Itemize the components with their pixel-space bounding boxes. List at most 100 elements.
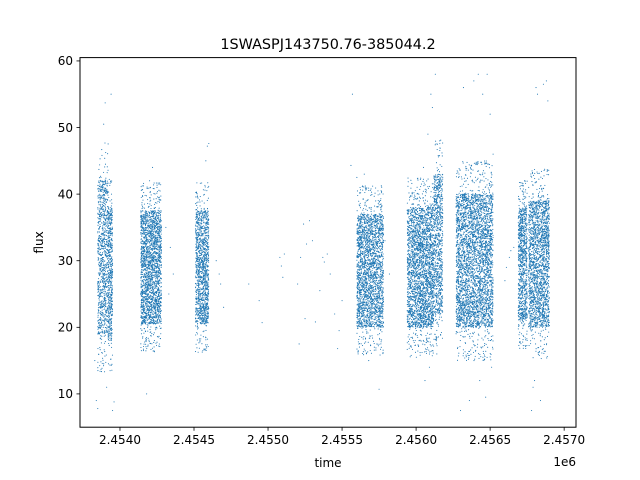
data-point [141,317,144,320]
data-point [140,196,142,198]
data-point [102,332,104,334]
data-point [105,298,107,300]
data-point [159,325,161,327]
data-point [108,178,110,180]
data-point [202,320,204,322]
data-point [197,256,199,258]
data-point [146,216,148,218]
data-point [143,237,145,239]
data-point [148,241,150,243]
data-point [148,246,150,248]
data-point [145,276,147,278]
data-point [97,307,99,309]
data-point [100,218,102,220]
data-point [102,313,104,315]
data-point [206,212,208,214]
data-point [108,262,110,264]
data-point [156,266,158,268]
data-point [100,240,103,242]
data-point [156,202,158,204]
data-point [108,315,110,317]
data-point [160,290,162,292]
data-point [108,300,110,302]
data-point [155,344,158,346]
data-point [201,316,203,319]
data-point [157,216,160,218]
data-point [157,291,159,293]
data-point [146,226,148,228]
data-point [98,286,100,288]
data-point [109,230,111,233]
data-point [160,252,162,254]
data-point [146,301,148,303]
data-point [204,271,206,273]
data-point [155,230,157,232]
data-point [150,224,152,226]
data-point [144,297,146,299]
data-point [207,296,209,298]
data-point [200,229,202,231]
data-point [196,290,198,292]
data-point [153,182,155,184]
data-point [202,291,204,293]
data-point [107,237,109,239]
data-point [109,209,111,211]
data-point [140,262,142,264]
data-point [99,265,101,267]
data-point [205,288,207,290]
data-point [108,280,110,282]
data-point [154,203,156,205]
data-point [151,295,153,297]
data-point [205,304,207,307]
data-point [145,306,147,308]
data-point [207,247,209,249]
data-point [140,287,142,289]
data-point [142,189,144,191]
data-point [200,309,202,311]
data-point [207,345,209,348]
data-point [148,261,150,263]
data-point [198,249,200,251]
data-point [202,258,204,260]
data-point [108,220,110,222]
data-point [109,255,111,257]
data-point [99,204,102,206]
data-point [109,221,111,223]
data-point [147,214,149,216]
data-point [200,299,202,301]
data-point [197,286,200,288]
data-point [194,287,197,289]
data-point [206,256,208,258]
data-point [198,342,200,344]
data-point [206,315,208,317]
data-point [144,214,147,216]
data-point [205,280,207,283]
data-point [147,211,149,213]
data-point [146,279,148,281]
data-point [153,322,155,324]
data-point [207,264,209,266]
data-point [148,253,150,255]
data-point [152,223,154,225]
data-point [106,324,108,326]
data-point [103,214,105,216]
data-point [207,218,209,220]
data-point [102,268,104,270]
data-point [197,270,199,272]
data-point [108,219,110,221]
data-point [110,287,112,289]
data-point [160,243,162,245]
data-point [108,344,110,347]
data-point [144,341,146,343]
data-point [195,213,197,215]
data-point [142,322,144,324]
data-point [110,207,112,209]
data-point [143,182,145,184]
data-point [152,294,154,296]
data-point [103,286,106,288]
data-point [150,225,152,227]
data-point [102,359,104,361]
data-point [103,342,106,344]
data-point [154,226,156,228]
data-point [109,184,111,186]
